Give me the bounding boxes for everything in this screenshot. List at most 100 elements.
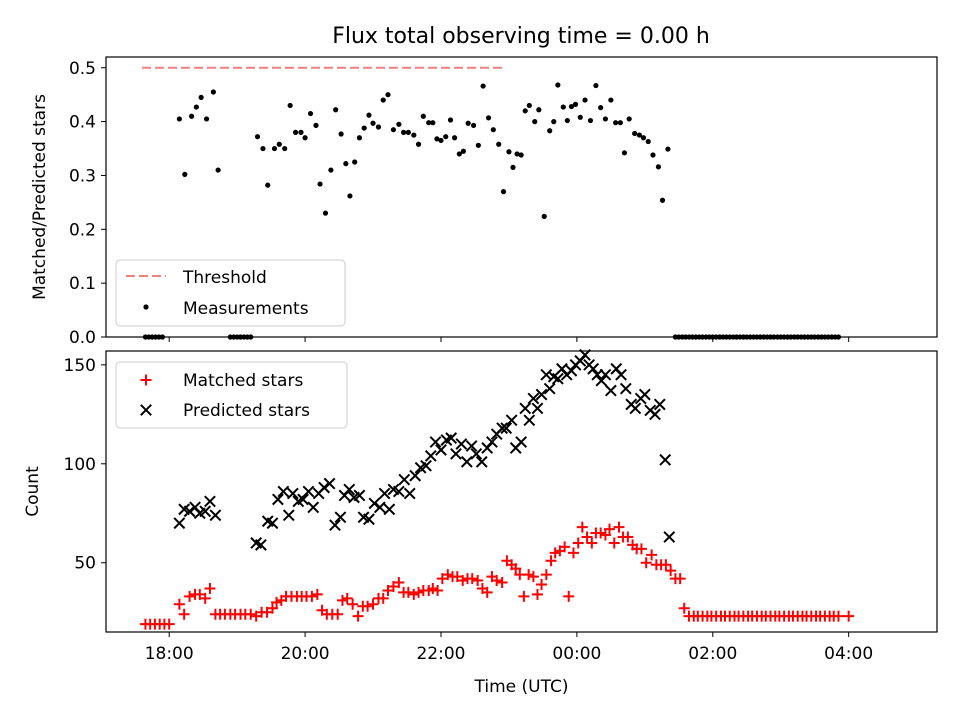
- predicted-star-point: [266, 517, 279, 530]
- measurement-point: [356, 135, 363, 141]
- measurement-point: [390, 127, 397, 133]
- matched-star-point: [347, 598, 359, 610]
- predicted-star-point: [500, 422, 513, 435]
- matched-star-point: [678, 602, 690, 614]
- matched-star-point: [843, 610, 855, 622]
- predicted-star-point: [619, 382, 632, 395]
- measurement-point: [254, 134, 261, 140]
- measurement-point: [198, 94, 204, 100]
- matched-star-point: [466, 573, 478, 585]
- predicted-star-point: [599, 368, 612, 381]
- top-axes-frame: [105, 56, 938, 338]
- matched-star-point: [472, 575, 484, 587]
- measurement-point: [506, 149, 512, 155]
- measurement-point: [532, 119, 538, 125]
- matched-star-point: [567, 547, 579, 559]
- matched-star-point: [496, 577, 508, 589]
- matched-star-point: [184, 590, 196, 602]
- measurement-point: [430, 120, 436, 126]
- measurement-point: [500, 189, 507, 195]
- matched-star-point: [576, 521, 588, 533]
- measurement-point: [405, 129, 411, 135]
- measurement-point: [514, 151, 520, 157]
- predicted-star-point: [420, 459, 432, 472]
- measurement-point: [210, 89, 216, 95]
- matched-star-point: [536, 579, 548, 591]
- measurement-point: [287, 102, 293, 109]
- matched-star-point: [510, 563, 522, 575]
- predicted-star-point: [535, 388, 548, 401]
- measurement-point: [176, 116, 182, 122]
- matched-star-point: [266, 602, 278, 614]
- measurement-point: [650, 152, 656, 158]
- x-tick-label: 02:00: [688, 644, 737, 664]
- measurement-point: [361, 125, 367, 131]
- predicted-star-point: [199, 505, 212, 518]
- matched-star-point: [271, 596, 283, 608]
- x-tick-label: 04:00: [824, 644, 873, 664]
- predicted-star-point: [403, 487, 416, 500]
- measurement-point: [338, 131, 344, 137]
- matched-star-point: [163, 618, 175, 630]
- top-axes: 0.0 0.1 0.2 0.3 0.4 0.5 Matched/Predicted star…: [30, 56, 938, 348]
- predicted-star-point: [282, 509, 295, 522]
- predicted-star-point: [531, 402, 544, 415]
- matched-star-point: [481, 586, 493, 598]
- bottom-y-tick-label: 150: [64, 356, 96, 376]
- measurement-point: [621, 150, 628, 156]
- matched-star-point: [660, 559, 672, 571]
- predicted-star-point: [209, 509, 222, 522]
- predicted-star-point: [398, 473, 411, 486]
- predicted-star-point: [543, 382, 556, 395]
- matched-star-point: [599, 529, 611, 541]
- matched-star-point: [245, 608, 257, 620]
- measurement-point: [547, 128, 553, 134]
- top-y-tick-label: 0.3: [69, 166, 96, 186]
- matched-star-point: [545, 555, 557, 567]
- bottom-y-tick-label: 50: [74, 554, 96, 574]
- measurement-point: [587, 117, 594, 124]
- matched-star-point: [311, 588, 323, 600]
- matched-star-point: [408, 588, 420, 600]
- predicted-star-point: [353, 489, 366, 502]
- measurement-point: [182, 171, 188, 177]
- predicted-legend-swatch: [140, 404, 152, 416]
- matched-star-point: [527, 571, 539, 583]
- top-legend-box: [115, 259, 346, 327]
- measurement-point: [465, 120, 471, 126]
- predicted-star-point: [551, 372, 564, 385]
- measurement-point: [343, 161, 349, 167]
- matched-star-point: [336, 594, 348, 606]
- predicted-star-point: [475, 455, 488, 468]
- matched-star-point: [613, 521, 625, 533]
- matched-star-point: [622, 531, 634, 543]
- measurement-point: [396, 121, 402, 127]
- measurement-point: [480, 83, 486, 89]
- bottom-axes-frame: [105, 350, 938, 633]
- bottom-y-axis-label: Count: [23, 466, 43, 517]
- matched-star-point: [413, 586, 425, 598]
- x-tick-label: 00:00: [552, 644, 601, 664]
- measurement-point: [302, 135, 308, 141]
- matched-star-point: [173, 598, 185, 610]
- matched-star-point: [586, 537, 598, 549]
- measurement-point: [456, 151, 462, 157]
- predicted-star-point: [455, 438, 468, 450]
- measurement-point: [496, 141, 502, 147]
- measurement-point: [626, 116, 632, 122]
- measurement-point: [380, 97, 386, 103]
- measurement-point: [265, 182, 271, 188]
- measurement-point: [313, 122, 319, 128]
- predicted-star-point: [307, 501, 320, 514]
- measurement-point: [485, 115, 492, 121]
- measurement-point: [460, 148, 467, 154]
- measurement-point: [608, 97, 614, 103]
- predicted-star-point: [323, 477, 336, 490]
- predicted-star-point: [515, 436, 528, 448]
- predicted-star-point: [334, 511, 347, 524]
- top-y-tick-label: 0.0: [69, 328, 96, 348]
- matched-star-point: [608, 537, 620, 549]
- predicted-star-point: [659, 453, 672, 466]
- threshold-legend-label: Threshold: [182, 268, 267, 288]
